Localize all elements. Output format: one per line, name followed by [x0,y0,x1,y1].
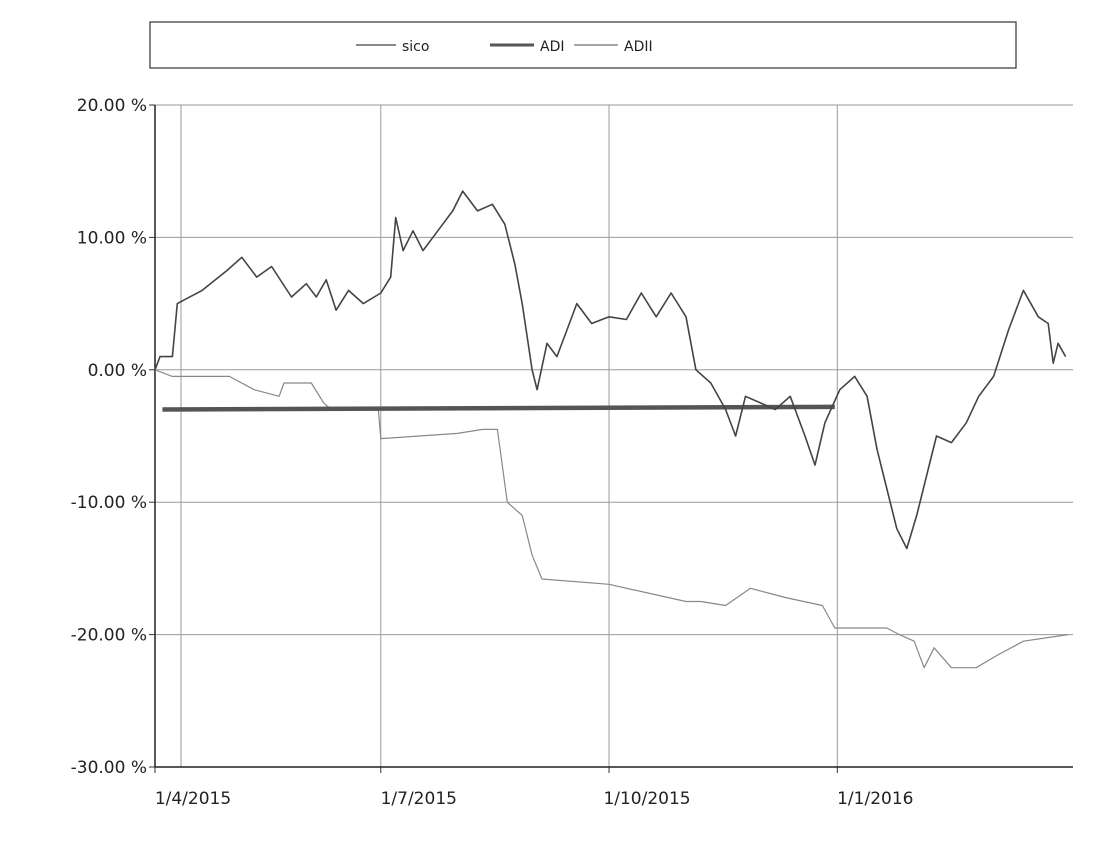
legend-label-adii: ADII [624,39,653,55]
legend-item-adii: ADII [574,39,653,55]
series-line-adi [162,404,835,412]
series-line-adii [154,369,1069,669]
x-tick-label: 1/1/2016 [837,789,913,809]
legend-label-adi: ADI [540,39,565,55]
x-tick-label: 1/10/2015 [603,789,690,809]
series-line-sico [154,190,1067,550]
y-tick-labels: 20.00 % 10.00 % 0.00 % -10.00 % -20.00 % -30.… [71,96,147,778]
legend: sico ADI ADII [149,21,1017,69]
y-tick-label: -20.00 % [71,626,147,646]
y-tick-label: -10.00 % [71,493,147,513]
legend-item-adi: ADI [490,39,565,55]
y-tick-label: 20.00 % [77,96,147,116]
axes [149,104,1073,773]
y-tick-label: 10.00 % [77,228,147,248]
legend-item-sico: sico [356,39,429,55]
x-tick-labels: 1/4/2015 1/7/2015 1/10/2015 1/1/2016 [155,789,914,809]
legend-label-sico: sico [402,39,429,55]
x-tick-label: 1/7/2015 [381,789,457,809]
y-tick-label: -30.00 % [71,758,147,778]
y-tick-label: 0.00 % [88,361,147,381]
series-group [154,190,1069,669]
x-tick-label: 1/4/2015 [155,789,231,809]
legend-box [149,21,1017,69]
grid [155,104,1073,767]
